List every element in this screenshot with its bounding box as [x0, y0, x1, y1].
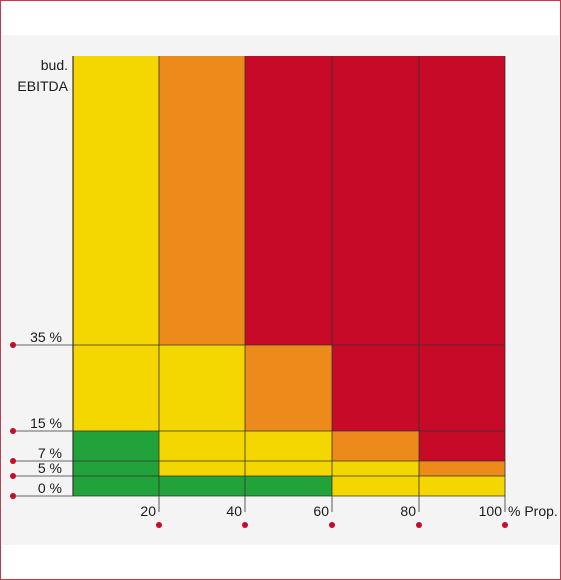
- matrix-cell-r1-c0: [73, 461, 159, 476]
- matrix-cell-r3-c4: [419, 345, 505, 431]
- y-tick-label: 5 %: [38, 460, 62, 476]
- y-tick-label: 15 %: [30, 415, 62, 431]
- y-tick-marker: [10, 493, 16, 499]
- y-tick-label: 0 %: [38, 480, 62, 496]
- x-tick-label: 20: [140, 503, 156, 519]
- matrix-cell-r2-c4: [419, 431, 505, 461]
- matrix-cell-r0-c0: [73, 476, 159, 496]
- matrix-cell-r3-c0: [73, 345, 159, 431]
- matrix-cell-r1-c4: [419, 461, 505, 476]
- x-tick-marker: [242, 522, 248, 528]
- matrix-cell-r1-c1: [159, 461, 245, 476]
- matrix-cell-r2-c1: [159, 431, 245, 461]
- y-axis-label-line-1: bud.: [41, 57, 68, 73]
- y-tick-marker: [10, 342, 16, 348]
- matrix-cell-r0-c1: [159, 476, 245, 496]
- matrix-cell-r4-c1: [159, 56, 245, 345]
- matrix-grid: [14, 56, 506, 512]
- matrix-cell-r4-c3: [332, 56, 419, 345]
- matrix-cell-r2-c0: [73, 431, 159, 461]
- y-axis-label-line-2: EBITDA: [17, 78, 68, 94]
- matrix-cell-r1-c3: [332, 461, 419, 476]
- x-tick-label: 100: [479, 503, 503, 519]
- matrix-cell-r0-c4: [419, 476, 505, 496]
- y-tick-marker: [10, 428, 16, 434]
- matrix-cell-r2-c2: [245, 431, 332, 461]
- x-tick-marker: [502, 522, 508, 528]
- matrix-cell-r2-c3: [332, 431, 419, 461]
- matrix-cell-r3-c1: [159, 345, 245, 431]
- y-tick-label: 35 %: [30, 329, 62, 345]
- matrix-cell-r0-c2: [245, 476, 332, 496]
- x-axis-label: % Prop.: [508, 503, 558, 519]
- matrix-cell-r3-c2: [245, 345, 332, 431]
- x-tick-label: 80: [400, 503, 416, 519]
- matrix-cell-r3-c3: [332, 345, 419, 431]
- matrix-cells: [73, 56, 505, 496]
- y-tick-label: 7 %: [38, 445, 62, 461]
- x-tick-marker: [156, 522, 162, 528]
- y-tick-marker: [10, 473, 16, 479]
- matrix-cell-r4-c4: [419, 56, 505, 345]
- x-tick-label: 40: [226, 503, 242, 519]
- axis-ticks: 35 % 15 % 7 %5 % 0 % 20 40 60 80 100: [10, 329, 508, 528]
- matrix-cell-r4-c2: [245, 56, 332, 345]
- matrix-cell-r0-c3: [332, 476, 419, 496]
- matrix-cell-r1-c2: [245, 461, 332, 476]
- y-tick-marker: [10, 458, 16, 464]
- x-tick-marker: [329, 522, 335, 528]
- x-tick-marker: [416, 522, 422, 528]
- matrix-cell-r4-c0: [73, 56, 159, 345]
- x-tick-label: 60: [313, 503, 329, 519]
